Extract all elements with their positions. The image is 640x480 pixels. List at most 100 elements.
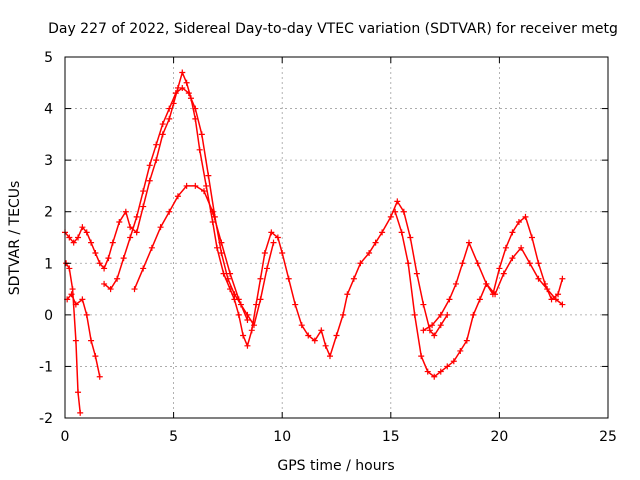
data-point [192, 182, 199, 189]
data-point [205, 172, 212, 179]
data-point [522, 213, 529, 220]
data-point [457, 347, 464, 354]
series-line [423, 240, 563, 331]
data-point [444, 311, 451, 318]
data-point [509, 255, 516, 262]
data-point [114, 275, 121, 282]
plot-frame [64, 56, 609, 419]
data-point [183, 182, 190, 189]
data-point [379, 229, 386, 236]
data-point [69, 286, 76, 293]
data-point [357, 260, 364, 267]
data-point [185, 90, 192, 97]
data-point [220, 270, 227, 277]
data-point [350, 275, 357, 282]
data-point [227, 270, 234, 277]
data-point [528, 234, 535, 241]
data-point [88, 337, 95, 344]
data-point [318, 327, 325, 334]
data-point [263, 265, 270, 272]
data-point [429, 322, 436, 329]
data-point [96, 373, 103, 380]
data-point [250, 322, 257, 329]
data-point [502, 244, 509, 251]
data-point [407, 234, 414, 241]
data-point [172, 90, 179, 97]
data-point [92, 249, 99, 256]
series-line [66, 292, 101, 377]
data-point [224, 275, 231, 282]
data-point [79, 296, 86, 303]
data-point [305, 332, 312, 339]
data-point [183, 79, 190, 86]
data-point [77, 409, 84, 416]
data-point [492, 291, 499, 298]
data-point [474, 260, 481, 267]
data-point [83, 229, 90, 236]
data-point [133, 229, 140, 236]
series-satellite-track-1 [63, 260, 84, 416]
data-point [274, 234, 281, 241]
y-axis-label: SDTVAR / TECUs [7, 181, 23, 296]
data-point [235, 296, 242, 303]
data-point [413, 270, 420, 277]
data-point [179, 69, 186, 76]
data-point [424, 368, 431, 375]
data-point [483, 280, 490, 287]
data-point [179, 84, 186, 91]
data-point [235, 311, 242, 318]
data-point [411, 311, 418, 318]
data-point [96, 260, 103, 267]
data-point [496, 265, 503, 272]
data-point [476, 296, 483, 303]
data-point [387, 213, 394, 220]
data-point [526, 260, 533, 267]
data-point [218, 249, 225, 256]
data-point [166, 115, 173, 122]
data-point [420, 327, 427, 334]
data-point [75, 234, 82, 241]
data-point [203, 182, 210, 189]
series-satellite-track-4 [101, 84, 277, 329]
data-point [209, 219, 216, 226]
data-point [298, 322, 305, 329]
x-tick-label: 15 [382, 429, 400, 445]
data-point [322, 342, 329, 349]
data-point [140, 265, 147, 272]
data-point [392, 208, 399, 215]
data-point [552, 296, 559, 303]
data-point [66, 265, 73, 272]
data-point [66, 234, 73, 241]
y-tick-label: 4 [44, 102, 53, 118]
data-point [214, 244, 221, 251]
data-point [366, 249, 373, 256]
axis-layer: 0 5 10 15 20 25 -2 -1 0 1 2 3 4 5 [39, 50, 617, 445]
data-point [559, 275, 566, 282]
series-satellite-track-7 [420, 239, 566, 334]
x-axis-label: GPS time / hours [277, 458, 394, 474]
data-point [148, 244, 155, 251]
x-tick-label: 25 [599, 429, 617, 445]
data-point [127, 224, 134, 231]
data-point [437, 368, 444, 375]
data-point [544, 286, 551, 293]
data-point [72, 337, 79, 344]
y-tick-label: 3 [44, 153, 53, 169]
x-tick-label: 5 [169, 429, 178, 445]
data-point [140, 203, 147, 210]
y-tick-label: 1 [44, 256, 53, 272]
data-point [326, 353, 333, 360]
data-point [518, 244, 525, 251]
data-point [83, 311, 90, 318]
data-point [400, 208, 407, 215]
data-point [209, 208, 216, 215]
data-point [261, 249, 268, 256]
data-point [431, 332, 438, 339]
data-point [398, 229, 405, 236]
data-point [437, 322, 444, 329]
data-point [535, 260, 542, 267]
data-point [133, 213, 140, 220]
data-point [340, 311, 347, 318]
data-point [446, 296, 453, 303]
